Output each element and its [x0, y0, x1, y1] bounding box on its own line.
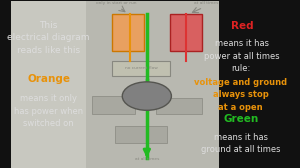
Text: Red: Red [231, 21, 254, 31]
FancyBboxPatch shape [92, 96, 135, 114]
Text: at all times: at all times [135, 157, 159, 161]
FancyBboxPatch shape [11, 1, 86, 168]
Circle shape [122, 82, 171, 110]
Text: means it has
power at all times: means it has power at all times [204, 39, 280, 61]
FancyBboxPatch shape [155, 98, 202, 114]
FancyBboxPatch shape [170, 14, 202, 51]
Text: Orange: Orange [27, 74, 70, 84]
FancyBboxPatch shape [86, 1, 219, 168]
Text: Green: Green [223, 114, 258, 124]
Text: no current flow: no current flow [124, 67, 158, 71]
FancyBboxPatch shape [112, 14, 144, 51]
Text: at all times: at all times [194, 1, 218, 5]
Text: means it only
has power when
switched on: means it only has power when switched on [14, 94, 83, 128]
Text: rule:: rule: [231, 64, 250, 73]
Text: voltage and ground
always stop
at a open: voltage and ground always stop at a open [194, 78, 287, 112]
FancyBboxPatch shape [115, 126, 167, 143]
FancyBboxPatch shape [112, 61, 170, 76]
Text: means it has
ground at all times: means it has ground at all times [201, 133, 280, 154]
Text: This
electrical diagram
reads like this: This electrical diagram reads like this [7, 21, 90, 55]
Text: only in start or run: only in start or run [96, 1, 137, 5]
